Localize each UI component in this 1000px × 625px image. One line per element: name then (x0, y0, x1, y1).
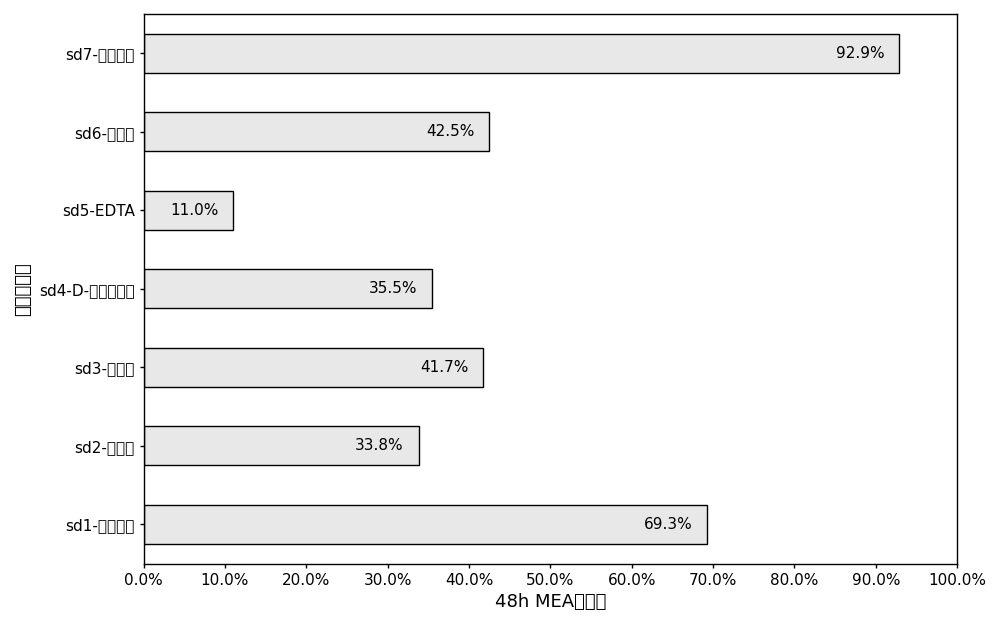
Text: 35.5%: 35.5% (369, 281, 418, 296)
Text: 69.3%: 69.3% (644, 517, 693, 532)
Bar (144, 269, 432, 308)
Text: 41.7%: 41.7% (420, 360, 468, 375)
Bar (144, 191, 233, 230)
Text: 33.8%: 33.8% (355, 438, 404, 453)
Bar (144, 34, 899, 72)
Text: 92.9%: 92.9% (836, 46, 885, 61)
Text: 42.5%: 42.5% (426, 124, 475, 139)
Bar (144, 504, 707, 544)
X-axis label: 48h MEA存留率: 48h MEA存留率 (495, 593, 606, 611)
Y-axis label: 添加剂种类: 添加剂种类 (14, 262, 32, 316)
Bar (144, 348, 483, 387)
Bar (144, 112, 489, 151)
Text: 11.0%: 11.0% (170, 202, 218, 217)
Bar (144, 426, 419, 466)
